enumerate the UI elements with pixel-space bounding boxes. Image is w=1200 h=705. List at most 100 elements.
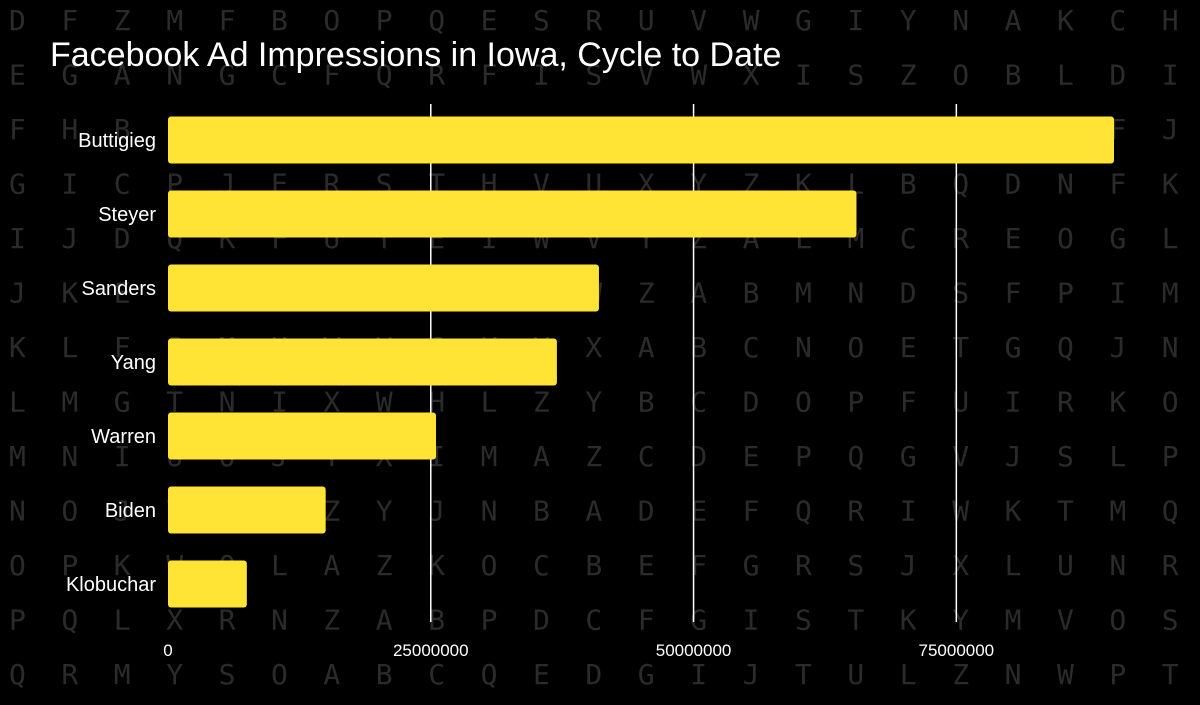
x-tick-label: 25000000 <box>393 641 469 660</box>
background-letter: P <box>1109 658 1126 691</box>
background-letter: J <box>1109 331 1126 364</box>
background-letter: F <box>743 495 760 528</box>
background-letter: J <box>900 549 917 582</box>
background-letter: N <box>9 495 26 528</box>
background-letter: N <box>952 4 969 37</box>
x-tick-label: 75000000 <box>919 641 995 660</box>
background-letter: Z <box>114 4 131 37</box>
background-letter: Y <box>900 4 917 37</box>
background-letter: N <box>795 331 812 364</box>
background-letter: A <box>323 549 340 582</box>
background-letter: O <box>323 4 340 37</box>
background-letter: Y <box>585 386 602 419</box>
background-letter: K <box>1005 495 1022 528</box>
background-letter: Z <box>638 277 655 310</box>
background-letter: S <box>1057 440 1074 473</box>
background-letter: L <box>9 386 26 419</box>
background-letter: B <box>376 658 393 691</box>
background-letter: O <box>952 59 969 92</box>
background-letter: M <box>9 440 26 473</box>
background-letter: Q <box>1162 495 1179 528</box>
background-letter: J <box>428 495 445 528</box>
background-letter: A <box>323 658 340 691</box>
background-letter: K <box>1109 386 1126 419</box>
background-letter: Z <box>585 440 602 473</box>
background-letter: J <box>1162 113 1179 146</box>
category-label-klobuchar: Klobuchar <box>66 574 156 596</box>
background-letter: O <box>1162 386 1179 419</box>
background-letter: Q <box>428 4 445 37</box>
category-label-warren: Warren <box>91 426 156 448</box>
background-letter: A <box>585 495 602 528</box>
background-letter: V <box>1057 604 1074 637</box>
background-letter: D <box>9 4 26 37</box>
bar-yang <box>168 338 557 386</box>
background-letter: A <box>376 604 393 637</box>
background-letter: G <box>900 440 917 473</box>
background-letter: S <box>585 59 602 92</box>
background-letter: Y <box>166 658 183 691</box>
background-letter: A <box>690 277 707 310</box>
background-letter: U <box>638 4 655 37</box>
background-letter: P <box>61 549 78 582</box>
background-letter: O <box>1109 604 1126 637</box>
background-letter: Z <box>323 604 340 637</box>
background-letter: P <box>847 386 864 419</box>
background-letter: A <box>114 59 131 92</box>
background-letter: I <box>9 222 26 255</box>
background-letter: I <box>795 59 812 92</box>
category-label-sanders: Sanders <box>82 278 157 300</box>
background-letter: X <box>743 59 760 92</box>
background-letter: M <box>114 658 131 691</box>
background-letter: W <box>690 59 707 92</box>
background-letter: X <box>323 386 340 419</box>
background-letter: B <box>743 277 760 310</box>
background-letter: Z <box>952 658 969 691</box>
background-letter: L <box>1162 222 1179 255</box>
background-letter: Q <box>61 604 78 637</box>
background-letter: R <box>61 658 78 691</box>
background-letter: S <box>847 549 864 582</box>
background-letter: M <box>1005 604 1022 637</box>
background-letter: G <box>1109 222 1126 255</box>
background-letter: G <box>9 168 26 201</box>
bar-warren <box>168 412 437 460</box>
background-letter: D <box>533 604 550 637</box>
background-letter: F <box>900 386 917 419</box>
background-letter: N <box>481 495 498 528</box>
background-letter: J <box>61 222 78 255</box>
background-letter: D <box>114 222 131 255</box>
x-tick-label: 0 <box>163 641 172 660</box>
background-letter: C <box>900 222 917 255</box>
background-letter: T <box>1057 495 1074 528</box>
background-letter: W <box>1057 658 1074 691</box>
background-letter: I <box>847 4 864 37</box>
background-letter: H <box>61 113 78 146</box>
background-letter: D <box>743 386 760 419</box>
background-letter: F <box>61 4 78 37</box>
background-letter: J <box>114 495 131 528</box>
background-letter: L <box>1109 440 1126 473</box>
background-letter: L <box>114 604 131 637</box>
background-letter: I <box>1109 277 1126 310</box>
background-letter: P <box>795 440 812 473</box>
background-letter: N <box>847 277 864 310</box>
background-letter: C <box>743 331 760 364</box>
background-letter: M <box>61 386 78 419</box>
background-letter: I <box>690 658 707 691</box>
background-letter: L <box>1057 59 1074 92</box>
background-letter: N <box>1162 331 1179 364</box>
background-letter: S <box>847 59 864 92</box>
background-letter: T <box>795 658 812 691</box>
background-letter: P <box>376 4 393 37</box>
background-letter: E <box>900 331 917 364</box>
background-letter: F <box>638 604 655 637</box>
background-letter: E <box>638 549 655 582</box>
background-letter: G <box>638 658 655 691</box>
background-letter: T <box>166 386 183 419</box>
background-letter: T <box>847 604 864 637</box>
background-letter: S <box>533 4 550 37</box>
background-letter: J <box>9 277 26 310</box>
background-letter: D <box>1109 59 1126 92</box>
background-letter: G <box>1005 331 1022 364</box>
